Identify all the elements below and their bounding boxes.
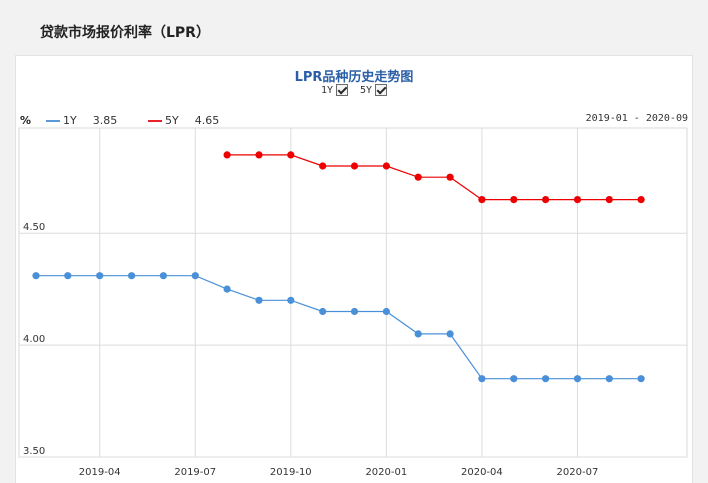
page-title: 贷款市场报价利率（LPR） [40,25,210,41]
x-tick-label: 2019-04 [79,467,121,478]
data-point-1y [350,307,359,316]
series-line-5y [227,154,642,201]
data-point-1y [573,375,582,383]
data-point-5y [350,162,359,170]
data-point-1y [128,272,136,280]
data-point-5y [382,162,390,170]
data-point-5y [255,151,263,159]
legend-5y[interactable]: 5Y 4.65 [148,114,219,127]
data-point-1y [605,375,613,383]
legend-1y-value: 3.85 [92,114,118,127]
data-point-1y [287,296,295,304]
data-point-5y [223,151,231,159]
legend-5y-value: 4.65 [194,114,220,127]
data-point-5y [573,196,582,204]
data-point-5y [542,196,550,204]
data-point-1y [478,375,486,383]
y-tick-label: 3.50 [23,446,45,457]
plot-frame [18,127,688,458]
x-tick-label: 2020-07 [557,467,599,478]
unit-label: % [20,114,32,127]
date-range: 2019-01 - 2020-09 [585,113,688,124]
data-point-5y [446,173,454,181]
data-point-1y [223,285,231,293]
data-point-1y [191,272,199,280]
data-point-1y [32,272,40,280]
chart-title: LPR品种历史走势图 [294,70,414,85]
x-tick-label: 2020-01 [365,467,407,478]
toggle-5y-checkbox[interactable] [375,84,388,96]
data-point-5y [319,162,327,170]
data-point-1y [64,272,72,280]
data-point-5y [414,173,422,181]
x-tick-label: 2019-10 [270,467,312,478]
legend-1y[interactable]: 1Y 3.85 [46,114,117,127]
legend-5y-name: 5Y [165,114,179,127]
data-point-1y [96,272,104,280]
data-point-1y [637,375,645,383]
toggle-1y[interactable]: 1Y [321,84,348,96]
data-point-5y [637,196,645,204]
data-point-1y [382,307,390,316]
y-tick-label: 4.00 [23,334,45,345]
data-point-1y [542,375,550,383]
legend-5y-line [148,119,162,122]
series-line-1y [36,275,642,380]
toggle-5y-label: 5Y [360,84,373,96]
y-tick-label: 4.50 [23,222,45,233]
legend-1y-line [46,119,60,122]
x-tick-label: 2020-04 [461,467,503,478]
data-point-1y [446,330,454,338]
data-point-5y [605,196,613,204]
legend-1y-name: 1Y [63,114,77,127]
toggle-1y-checkbox[interactable] [335,84,348,96]
toggle-1y-label: 1Y [320,84,333,96]
data-point-1y [159,272,167,280]
chart-panel [15,55,693,483]
toggle-5y[interactable]: 5Y [360,84,388,96]
data-point-1y [414,330,422,338]
series-toggles: 1Y 5Y [0,84,708,96]
x-tick-label: 2019-07 [174,467,216,478]
data-point-1y [255,296,263,304]
data-point-5y [510,196,518,204]
data-point-1y [319,307,327,316]
data-point-5y [478,196,486,204]
data-point-5y [287,151,295,159]
data-point-1y [510,375,518,383]
